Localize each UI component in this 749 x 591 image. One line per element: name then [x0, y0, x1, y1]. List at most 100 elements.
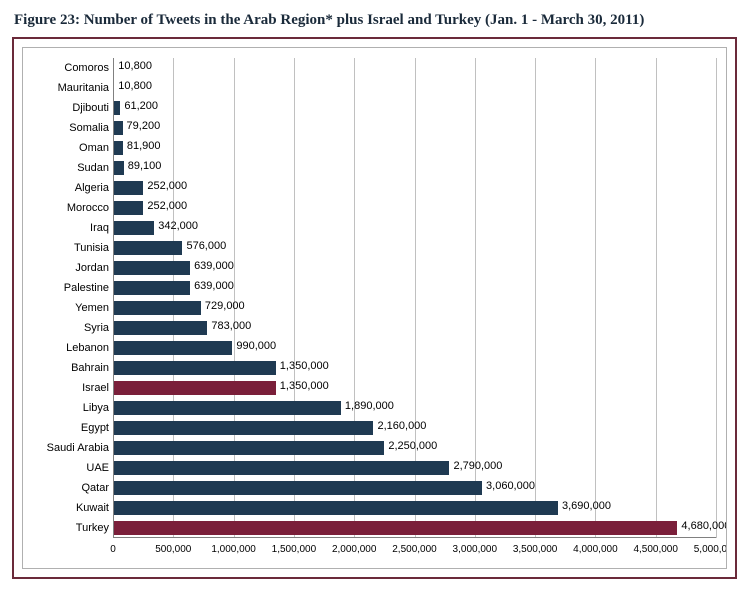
- bar-row: 61,200: [113, 98, 716, 118]
- chart-outer-border: 10,800 10,800 61,200 79,200 81,900 89,100 252,…: [12, 37, 737, 579]
- category-label: Egypt: [23, 418, 109, 438]
- bar: [113, 521, 677, 535]
- category-label: Palestine: [23, 278, 109, 298]
- x-tick-label: 5,000,000: [694, 544, 727, 555]
- bar: [113, 341, 232, 355]
- bar-row: 3,060,000: [113, 478, 716, 498]
- bar-row: 576,000: [113, 238, 716, 258]
- category-label: UAE: [23, 458, 109, 478]
- x-tick-label: 2,500,000: [392, 544, 437, 555]
- category-label: Kuwait: [23, 498, 109, 518]
- bar-value-label: 61,200: [124, 100, 158, 112]
- category-label: Yemen: [23, 298, 109, 318]
- bar-value-label: 1,350,000: [280, 360, 329, 372]
- bar: [113, 501, 558, 515]
- bar: [113, 421, 373, 435]
- category-label: Mauritania: [23, 78, 109, 98]
- category-label: Morocco: [23, 198, 109, 218]
- bar: [113, 101, 120, 115]
- bar: [113, 221, 154, 235]
- category-label: Turkey: [23, 518, 109, 538]
- category-label: Libya: [23, 398, 109, 418]
- bar-value-label: 10,800: [118, 80, 152, 92]
- x-tick-label: 3,000,000: [453, 544, 498, 555]
- bar-row: 4,680,000: [113, 518, 716, 538]
- bar-value-label: 783,000: [211, 320, 251, 332]
- bar: [113, 141, 123, 155]
- bar-value-label: 10,800: [118, 60, 152, 72]
- category-label: Syria: [23, 318, 109, 338]
- x-tick-label: 0: [110, 544, 116, 555]
- bar-value-label: 1,890,000: [345, 400, 394, 412]
- bar-value-label: 342,000: [158, 220, 198, 232]
- x-tick-label: 4,000,000: [573, 544, 618, 555]
- bar-row: 252,000: [113, 198, 716, 218]
- bar: [113, 321, 207, 335]
- bar-value-label: 79,200: [127, 120, 161, 132]
- bar-row: 252,000: [113, 178, 716, 198]
- gridline: [716, 58, 717, 538]
- bar-value-label: 3,690,000: [562, 500, 611, 512]
- category-label: Israel: [23, 378, 109, 398]
- bar: [113, 241, 182, 255]
- bars-container: 10,800 10,800 61,200 79,200 81,900 89,100 252,…: [113, 58, 716, 538]
- bar: [113, 441, 384, 455]
- figure-title: Figure 23: Number of Tweets in the Arab …: [14, 12, 737, 29]
- bar: [113, 121, 123, 135]
- bar-row: 2,790,000: [113, 458, 716, 478]
- x-tick-label: 3,500,000: [513, 544, 558, 555]
- bar: [113, 301, 201, 315]
- bar-row: 79,200: [113, 118, 716, 138]
- bar-value-label: 2,790,000: [453, 460, 502, 472]
- x-axis-ticks: 0 500,000 1,000,000 1,500,000 2,000,000 2,500…: [113, 540, 716, 568]
- bar-row: 10,800: [113, 78, 716, 98]
- chart-plot: 10,800 10,800 61,200 79,200 81,900 89,100 252,…: [22, 47, 727, 569]
- category-label: Bahrain: [23, 358, 109, 378]
- category-label: Iraq: [23, 218, 109, 238]
- x-axis-line: [113, 537, 716, 538]
- bar: [113, 461, 449, 475]
- category-label: Sudan: [23, 158, 109, 178]
- bar-row: 1,350,000: [113, 378, 716, 398]
- category-label: Saudi Arabia: [23, 438, 109, 458]
- x-tick-label: 4,500,000: [633, 544, 678, 555]
- bar-row: 783,000: [113, 318, 716, 338]
- bar-value-label: 639,000: [194, 280, 234, 292]
- bar-row: 3,690,000: [113, 498, 716, 518]
- category-label: Djibouti: [23, 98, 109, 118]
- category-label: Qatar: [23, 478, 109, 498]
- bar-value-label: 89,100: [128, 160, 162, 172]
- bar-row: 990,000: [113, 338, 716, 358]
- y-axis-labels: ComorosMauritaniaDjiboutiSomaliaOmanSuda…: [23, 58, 109, 538]
- bar: [113, 181, 143, 195]
- bar-value-label: 990,000: [236, 340, 276, 352]
- bar-value-label: 2,160,000: [377, 420, 426, 432]
- category-label: Tunisia: [23, 238, 109, 258]
- bar-row: 2,160,000: [113, 418, 716, 438]
- bar-row: 639,000: [113, 258, 716, 278]
- category-label: Comoros: [23, 58, 109, 78]
- bar-value-label: 639,000: [194, 260, 234, 272]
- bar-value-label: 2,250,000: [388, 440, 437, 452]
- x-tick-label: 2,000,000: [332, 544, 377, 555]
- category-label: Somalia: [23, 118, 109, 138]
- category-label: Jordan: [23, 258, 109, 278]
- bar: [113, 261, 190, 275]
- bar-row: 2,250,000: [113, 438, 716, 458]
- bar: [113, 401, 341, 415]
- x-tick-label: 1,500,000: [272, 544, 317, 555]
- bar-row: 639,000: [113, 278, 716, 298]
- bar-value-label: 3,060,000: [486, 480, 535, 492]
- category-label: Algeria: [23, 178, 109, 198]
- bar-row: 10,800: [113, 58, 716, 78]
- bar-value-label: 81,900: [127, 140, 161, 152]
- bar-value-label: 252,000: [147, 200, 187, 212]
- bar-value-label: 576,000: [186, 240, 226, 252]
- x-tick-label: 500,000: [155, 544, 191, 555]
- bar-value-label: 252,000: [147, 180, 187, 192]
- x-tick-label: 1,000,000: [211, 544, 256, 555]
- bar: [113, 481, 482, 495]
- bar: [113, 361, 276, 375]
- category-label: Oman: [23, 138, 109, 158]
- bar-row: 1,350,000: [113, 358, 716, 378]
